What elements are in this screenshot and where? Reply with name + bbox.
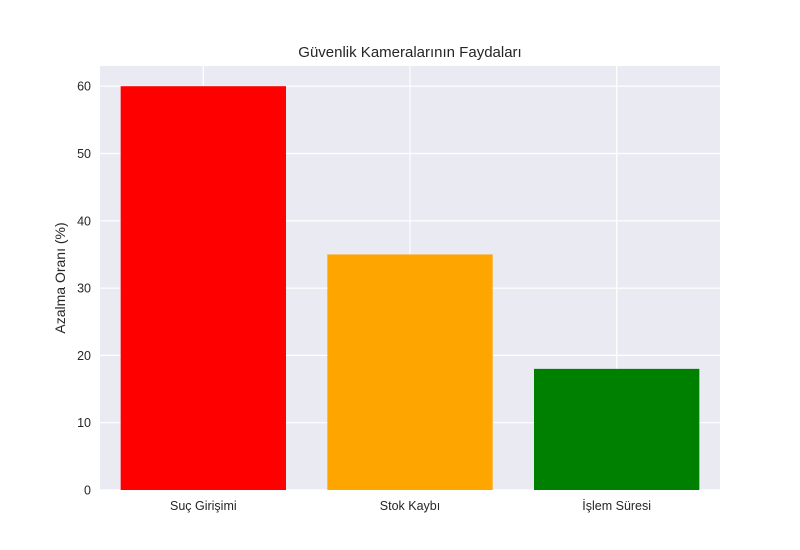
- y-tick-label: 20: [77, 349, 91, 363]
- bar: [327, 254, 493, 490]
- y-tick-label: 40: [77, 214, 91, 228]
- y-tick-label: 10: [77, 416, 91, 430]
- chart-title: Güvenlik Kameralarının Faydaları: [298, 44, 521, 61]
- y-axis-label: Azalma Oranı (%): [52, 222, 68, 333]
- x-tick-label: Stok Kaybı: [380, 499, 440, 513]
- y-tick-label: 0: [84, 484, 91, 498]
- y-tick-label: 50: [77, 147, 91, 161]
- x-tick-label: Suç Girişimi: [170, 499, 237, 513]
- x-tick-label: İşlem Süresi: [582, 499, 651, 513]
- x-tick-labels: Suç Girişimi Stok Kaybı İşlem Süresi: [170, 499, 651, 513]
- bar: [120, 86, 287, 490]
- y-tick-label: 60: [77, 80, 91, 94]
- y-tick-labels: 0 10 20 30 40 50 60: [77, 80, 91, 498]
- bars: [120, 86, 700, 490]
- bar: [534, 368, 700, 490]
- y-tick-label: 30: [77, 282, 91, 296]
